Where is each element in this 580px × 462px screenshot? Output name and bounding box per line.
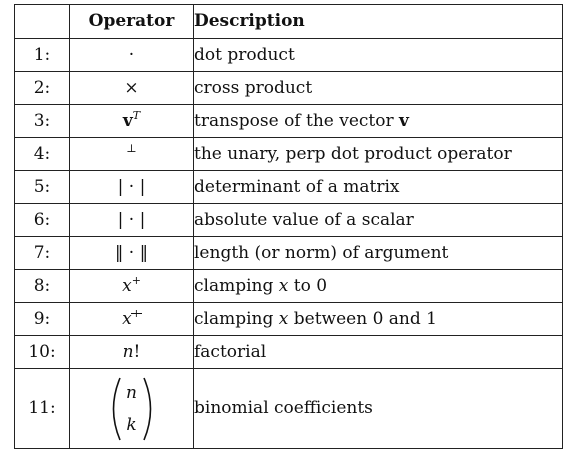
- operator-base: x: [122, 308, 132, 329]
- table-row: 4: ⊥ the unary, perp dot product operato…: [14, 137, 563, 171]
- table-row: 6: | · | absolute value of a scalar: [14, 203, 563, 237]
- row-number: 3:: [14, 104, 70, 138]
- row-number: 8:: [14, 269, 70, 303]
- table-row: 9: x+ clamping x between 0 and 1: [14, 302, 563, 336]
- row-description: clamping x between 0 and 1: [193, 302, 563, 336]
- description-text: clamping: [194, 275, 279, 296]
- table-row: 11: n k binomial coefficients: [14, 368, 563, 449]
- operator-cross: ×: [69, 71, 194, 105]
- row-description: cross product: [193, 71, 563, 105]
- header-number: [14, 4, 70, 39]
- table-row: 8: x+ clamping x to 0: [14, 269, 563, 303]
- binomial-top: n: [126, 382, 137, 403]
- operator-factorial: n!: [69, 335, 194, 369]
- description-text: transpose of the vector: [194, 110, 400, 131]
- binomial-bottom: k: [126, 414, 137, 435]
- row-number: 2:: [14, 71, 70, 105]
- binomial-parentheses: [112, 377, 151, 440]
- description-text: clamping: [194, 308, 279, 329]
- operator-perp: ⊥: [69, 137, 194, 171]
- operator-superscript: T: [132, 108, 141, 122]
- table-row: 7: ‖ · ‖ length (or norm) of argument: [14, 236, 563, 270]
- row-number: 9:: [14, 302, 70, 336]
- row-number: 10:: [14, 335, 70, 369]
- description-bold-symbol: v: [399, 110, 409, 131]
- header-description: Description: [193, 4, 563, 39]
- table-row: 1: · dot product: [14, 38, 563, 72]
- row-description: transpose of the vector v: [193, 104, 563, 138]
- operator-absolute: | · |: [69, 203, 194, 237]
- table-header-row: Operator Description: [14, 4, 563, 39]
- operator-superscript: +: [131, 273, 141, 287]
- row-number: 7:: [14, 236, 70, 270]
- description-variable: x: [278, 308, 289, 329]
- operator-clamp-zero-one: x+: [69, 302, 194, 336]
- row-description: the unary, perp dot product operator: [193, 137, 563, 171]
- operators-table: Operator Description 1: · dot product 2:…: [14, 4, 563, 449]
- operator-base: x: [122, 275, 132, 296]
- table-row: 5: | · | determinant of a matrix: [14, 170, 563, 204]
- description-variable: x: [278, 275, 289, 296]
- row-description: determinant of a matrix: [193, 170, 563, 204]
- description-text: between 0 and 1: [288, 308, 437, 329]
- row-description: length (or norm) of argument: [193, 236, 563, 270]
- operator-base: n: [122, 341, 134, 362]
- row-description: factorial: [193, 335, 563, 369]
- row-number: 4:: [14, 137, 70, 171]
- header-operator: Operator: [69, 4, 194, 39]
- operator-binomial: n k: [69, 368, 194, 449]
- operator-dot: ·: [69, 38, 194, 72]
- operator-determinant: | · |: [69, 170, 194, 204]
- row-description: clamping x to 0: [193, 269, 563, 303]
- operator-base: v: [122, 110, 133, 131]
- row-number: 1:: [14, 38, 70, 72]
- row-description: binomial coefficients: [193, 368, 563, 449]
- row-number: 5:: [14, 170, 70, 204]
- row-number: 11:: [14, 368, 70, 449]
- table-row: 3: vT transpose of the vector v: [14, 104, 563, 138]
- operator-superscript: ⊥: [126, 141, 137, 155]
- operator-clamp-zero: x+: [69, 269, 194, 303]
- operator-transpose: vT: [69, 104, 194, 138]
- row-description: absolute value of a scalar: [193, 203, 563, 237]
- clamp-symbol: x+: [122, 308, 142, 329]
- binomial-symbol: n k: [110, 376, 154, 442]
- operator-suffix: !: [133, 341, 141, 362]
- table-row: 2: × cross product: [14, 71, 563, 105]
- row-description: dot product: [193, 38, 563, 72]
- operator-norm: ‖ · ‖: [69, 236, 194, 270]
- row-number: 6:: [14, 203, 70, 237]
- table-row: 10: n! factorial: [14, 335, 563, 369]
- description-text: to 0: [288, 275, 328, 296]
- overline: [131, 312, 142, 314]
